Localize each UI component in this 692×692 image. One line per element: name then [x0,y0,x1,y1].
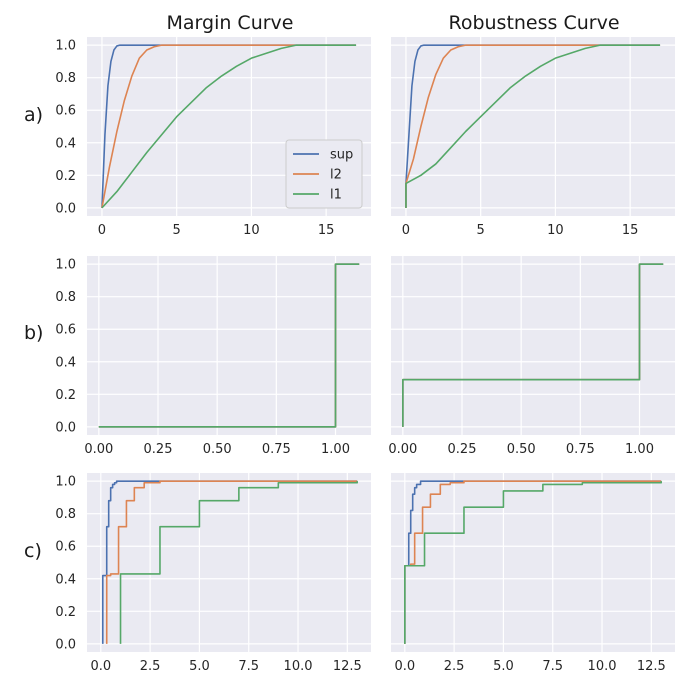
series-line-sup [404,480,662,644]
x-tick-label: 12.5 [333,659,362,674]
series-line-l1 [98,263,360,428]
series-line-l2 [101,44,357,209]
y-tick-label: 0.0 [55,420,76,435]
x-tick-label: 0.0 [90,659,111,674]
series-line-l1 [402,263,664,427]
legend-label-l1: l1 [330,188,342,203]
x-tick-label: 0.25 [144,442,173,457]
x-tick-label: 0 [98,223,106,238]
legend-label-sup: sup [330,148,353,163]
panel-1: 0 5 10 15 0.0 0.2 0.4 0.6 0.8 1.0 sup l2 l1 [55,37,371,238]
x-tick-label: 10.0 [284,659,313,674]
row-label-b: b) [24,322,44,344]
panel-background [87,256,371,435]
series-line-l1 [119,481,358,644]
y-tick-label: 1.0 [55,39,76,54]
x-tick-label: 10.0 [588,659,617,674]
y-tick-label: 0.2 [55,169,76,184]
legend: sup l2 l1 [285,139,363,209]
legend-box [285,139,363,209]
y-tick-label: 0.2 [55,605,76,620]
series-line-l1 [405,44,661,208]
x-tick-label: 0.50 [203,442,232,457]
y-tick-label: 0.6 [55,540,76,555]
x-tick-label: 12.5 [637,659,666,674]
x-tick-label: 0.00 [388,442,417,457]
x-tick-label: 10 [243,223,260,238]
x-tick-label: 1.00 [625,442,654,457]
x-tick-label: 5 [173,223,181,238]
x-tick-label: 0.75 [262,442,291,457]
series-line-l1 [101,44,357,209]
x-tick-label: 5.0 [189,659,210,674]
x-tick-label: 5.0 [493,659,514,674]
series-line-l2 [405,44,661,208]
panel-5: 0.0 2.5 5.0 7.5 10.0 12.5 0.0 0.2 0.4 0.6 0.8 1.0 [55,473,371,674]
x-tick-label: 15 [318,223,335,238]
x-tick-label: 1.00 [321,442,350,457]
x-tick-label: 7.5 [542,659,563,674]
y-tick-label: 1.0 [55,258,76,273]
panel-6: 0.0 2.5 5.0 7.5 10.0 12.5 [391,473,675,674]
y-tick-label: 0.6 [55,323,76,338]
y-tick-label: 0.4 [55,572,76,587]
x-tick-label: 0.50 [507,442,536,457]
x-tick-label: 5 [477,223,485,238]
panel-background [391,37,675,216]
x-tick-label: 0.0 [394,659,415,674]
series-line-l2 [404,480,662,644]
y-tick-label: 0.0 [55,201,76,216]
x-tick-label: 2.5 [140,659,161,674]
x-tick-label: 2.5 [444,659,465,674]
x-tick-label: 15 [622,223,639,238]
row-label-c: c) [24,540,42,562]
panel-background [87,473,371,652]
y-tick-label: 0.4 [55,355,76,370]
x-tick-label: 0.00 [84,442,113,457]
panel-background [391,256,675,435]
y-tick-label: 0.8 [55,507,76,522]
column-title-robustness: Robustness Curve [448,12,620,34]
panel-2: 0 5 10 15 [391,37,675,238]
legend-label-l2: l2 [330,168,342,183]
series-line-sup [101,480,358,644]
y-tick-label: 0.2 [55,388,76,403]
y-tick-label: 0.8 [55,71,76,86]
panel-4: 0.00 0.25 0.50 0.75 1.00 [388,256,675,457]
y-tick-label: 0.0 [55,637,76,652]
series-line-sup [101,44,357,208]
x-tick-label: 0.75 [566,442,595,457]
x-tick-label: 10 [547,223,564,238]
series-line-l1 [404,481,662,644]
y-tick-label: 0.4 [55,136,76,151]
x-tick-label: 0.25 [448,442,477,457]
x-tick-label: 0 [402,223,410,238]
series-line-sup [405,44,661,208]
y-tick-label: 1.0 [55,475,76,490]
row-label-a: a) [24,104,44,126]
y-tick-label: 0.8 [55,290,76,305]
panel-background [391,473,675,652]
y-tick-label: 0.6 [55,104,76,119]
x-tick-label: 7.5 [238,659,259,674]
panel-3: 0.00 0.25 0.50 0.75 1.00 0.0 0.2 0.4 0.6 0.8 1.0 [55,256,371,457]
column-title-margin: Margin Curve [166,12,294,34]
series-line-l2 [105,480,358,644]
